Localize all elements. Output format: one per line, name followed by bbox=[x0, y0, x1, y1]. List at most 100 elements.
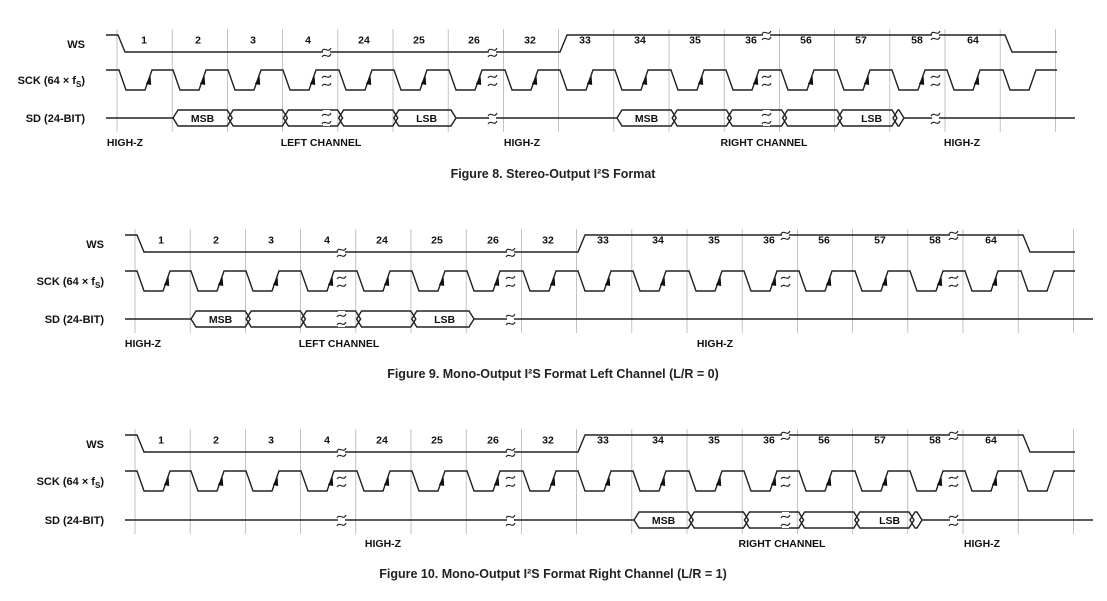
bit-number: 36 bbox=[763, 435, 775, 447]
break-squiggle bbox=[948, 430, 959, 435]
bit-number: 32 bbox=[542, 435, 554, 447]
break-squiggle bbox=[930, 82, 941, 87]
sd-bit-cell bbox=[172, 109, 234, 127]
rising-edge-arrow bbox=[531, 76, 538, 85]
bit-number: 36 bbox=[745, 35, 757, 47]
break-squiggle bbox=[336, 514, 347, 519]
bit-number: 57 bbox=[874, 435, 886, 447]
sd-bit-cell bbox=[892, 109, 905, 127]
break-markers bbox=[336, 228, 959, 327]
rising-edge-arrow bbox=[493, 277, 500, 286]
break-squiggle bbox=[321, 47, 332, 52]
break-squiggle bbox=[505, 321, 516, 326]
sd-bit-cell bbox=[743, 511, 805, 529]
ws-label: WS bbox=[67, 39, 85, 51]
high-z-label: HIGH-Z bbox=[107, 137, 144, 149]
break-squiggle bbox=[487, 47, 498, 52]
break-gap bbox=[507, 445, 514, 459]
high-z-label: HIGH-Z bbox=[365, 538, 402, 550]
break-gap bbox=[950, 473, 957, 489]
lsb-label: LSB bbox=[861, 113, 882, 125]
bit-number: 35 bbox=[708, 435, 720, 447]
figure-caption: Figure 10. Mono-Output I²S Format Right … bbox=[379, 567, 727, 581]
sck-label-close: ) bbox=[100, 276, 104, 288]
bit-number: 64 bbox=[985, 435, 997, 447]
break-gap bbox=[763, 72, 770, 88]
high-z-label: HIGH-Z bbox=[697, 338, 734, 350]
sd-bit-cell bbox=[245, 310, 307, 328]
high-z-label: HIGH-Z bbox=[125, 338, 162, 350]
break-squiggle bbox=[505, 283, 516, 288]
sck-line bbox=[125, 270, 1075, 292]
bit-number: 4 bbox=[324, 435, 330, 447]
rising-edge-arrow bbox=[807, 76, 814, 85]
break-squiggle bbox=[761, 74, 772, 79]
break-markers bbox=[336, 428, 959, 528]
channel-label: LEFT CHANNEL bbox=[281, 137, 362, 149]
sd-bit-cell bbox=[688, 511, 750, 529]
sd-bit-cell bbox=[282, 109, 344, 127]
break-squiggle bbox=[505, 447, 516, 452]
break-squiggle bbox=[487, 53, 498, 58]
break-squiggle bbox=[505, 475, 516, 480]
bit-number: 2 bbox=[195, 35, 201, 47]
bit-numbers: 1 2 3 4 24 25 26 32 33 34 35 36 56 57 58 64 bbox=[141, 35, 979, 47]
break-gap bbox=[338, 445, 345, 459]
lsb-label: LSB bbox=[434, 314, 455, 326]
rising-edge-arrow bbox=[825, 477, 832, 486]
signal-labels: WS SCK (64 × fS) SD (24-BIT) bbox=[18, 39, 86, 125]
break-gap bbox=[950, 228, 957, 242]
sd-bit-cell bbox=[909, 511, 923, 529]
break-squiggle bbox=[336, 247, 347, 252]
rising-edge-arrow bbox=[715, 477, 722, 486]
rising-edge-arrow bbox=[604, 277, 611, 286]
break-gap bbox=[507, 473, 514, 489]
break-squiggle bbox=[948, 230, 959, 235]
sd-label: SD (24-BIT) bbox=[45, 515, 105, 527]
msb-label: MSB bbox=[652, 515, 676, 527]
bit-number: 26 bbox=[487, 235, 499, 247]
sck-label-main: SCK (64 × f bbox=[18, 75, 77, 87]
sd-bit-cell bbox=[337, 109, 399, 127]
break-squiggle bbox=[761, 30, 772, 35]
break-squiggle bbox=[780, 275, 791, 280]
break-squiggle bbox=[321, 74, 332, 79]
break-squiggle bbox=[780, 236, 791, 241]
break-squiggle bbox=[336, 483, 347, 488]
lsb-label: LSB bbox=[416, 113, 437, 125]
break-squiggle bbox=[780, 522, 791, 527]
rising-edge-arrow bbox=[217, 277, 224, 286]
sd-bus: MSB LSB bbox=[125, 511, 1093, 529]
bit-number: 26 bbox=[468, 35, 480, 47]
break-gap bbox=[763, 110, 770, 126]
bit-numbers: 1 2 3 4 24 25 26 32 33 34 35 36 56 57 58 64 bbox=[158, 435, 997, 447]
figure-caption: Figure 8. Stereo-Output I²S Format bbox=[451, 167, 657, 181]
annotations: HIGH-Z RIGHT CHANNEL HIGH-Z bbox=[365, 538, 1001, 550]
rising-edge-arrow bbox=[549, 277, 556, 286]
break-squiggle bbox=[780, 230, 791, 235]
bit-number: 58 bbox=[911, 35, 923, 47]
rising-edge-arrow bbox=[918, 76, 925, 85]
bit-number: 1 bbox=[158, 435, 164, 447]
break-squiggle bbox=[487, 74, 498, 79]
rising-edge-arrow bbox=[991, 477, 998, 486]
break-gap bbox=[338, 273, 345, 289]
msb-label: MSB bbox=[191, 113, 215, 125]
sd-bit-cell bbox=[853, 511, 915, 529]
break-squiggle bbox=[948, 514, 959, 519]
break-squiggle bbox=[321, 120, 332, 125]
rising-edge-arrow bbox=[586, 76, 593, 85]
break-gap bbox=[338, 311, 345, 327]
break-squiggle bbox=[930, 120, 941, 125]
break-gap bbox=[782, 473, 789, 489]
break-gap bbox=[338, 245, 345, 259]
sck-label-subscript: S bbox=[76, 80, 82, 89]
sd-bit-cell bbox=[726, 109, 788, 127]
break-gap bbox=[782, 273, 789, 289]
break-gap bbox=[507, 311, 514, 327]
bit-number: 26 bbox=[487, 435, 499, 447]
bit-number: 34 bbox=[634, 35, 646, 47]
channel-label: LEFT CHANNEL bbox=[299, 338, 380, 350]
grid-lines bbox=[134, 429, 1074, 534]
